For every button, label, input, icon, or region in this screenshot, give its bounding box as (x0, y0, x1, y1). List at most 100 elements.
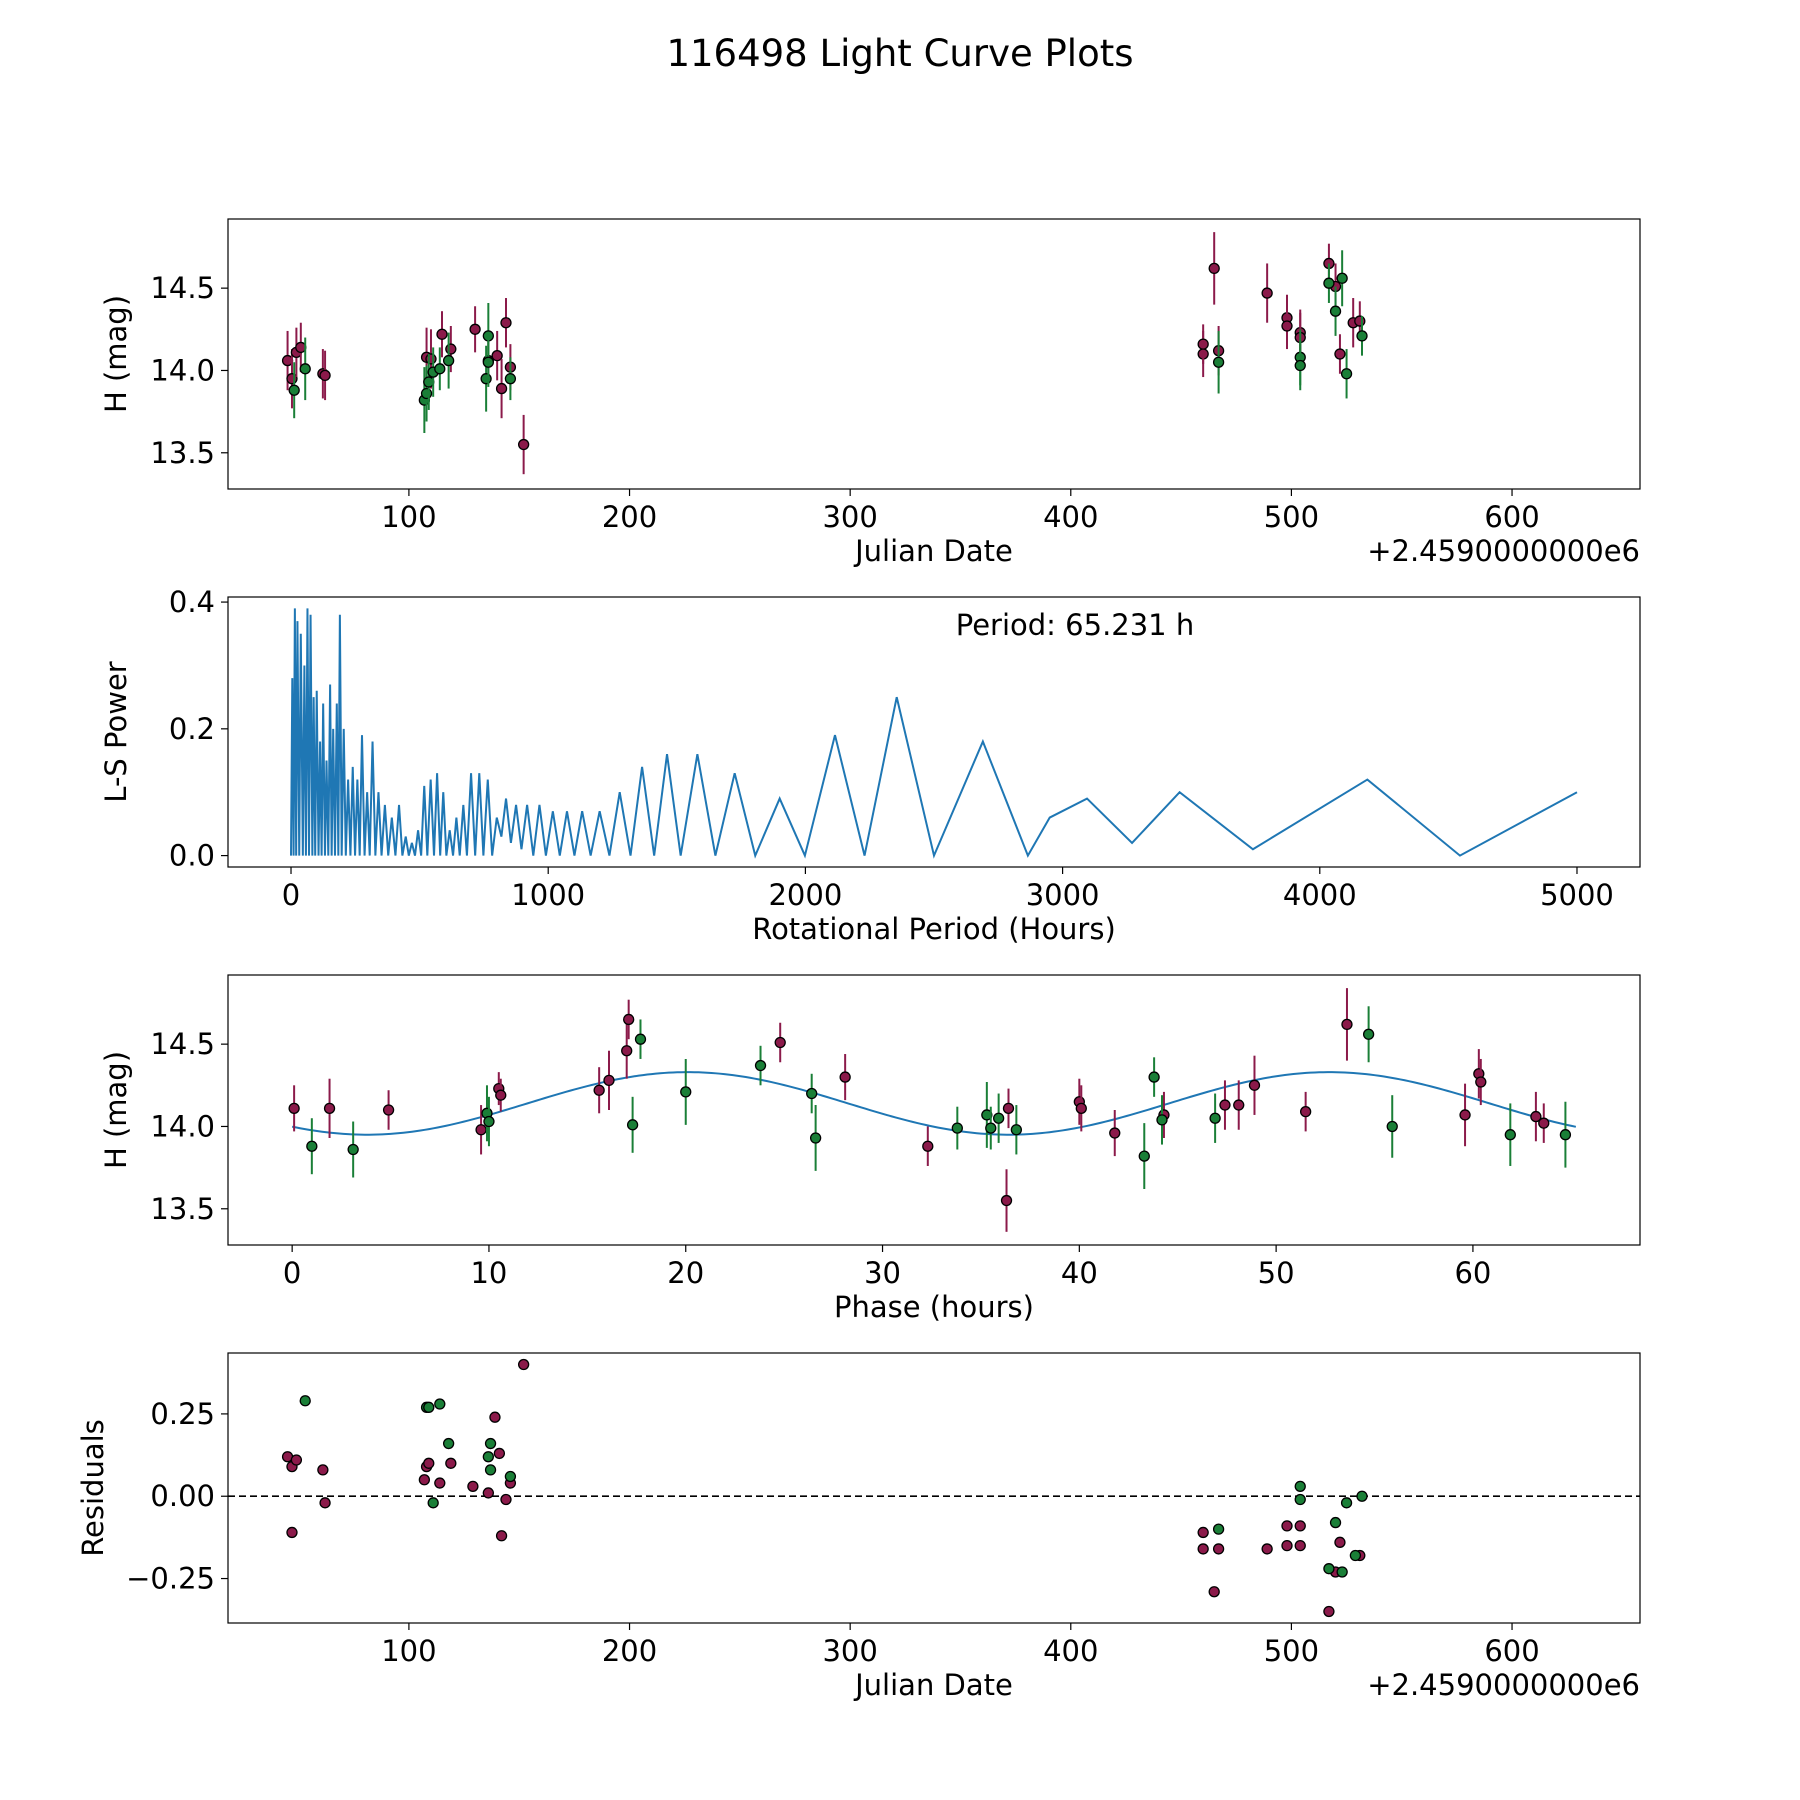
data-point (1336, 1566, 1348, 1578)
data-point (299, 1395, 311, 1407)
x-axis-label: Phase (hours) (834, 1290, 1034, 1324)
data-point (1354, 315, 1366, 327)
data-point (1336, 272, 1348, 284)
period-annotation: Period: 65.231 h (956, 608, 1195, 642)
data-point (495, 1089, 507, 1101)
data-point (1459, 1109, 1471, 1121)
x-tick-label: 200 (602, 1634, 657, 1668)
x-tick-label: 500 (1264, 1634, 1319, 1668)
data-point (1212, 1543, 1225, 1555)
data-point (1261, 1543, 1273, 1555)
axes-frame (227, 596, 1641, 868)
series-purple (288, 988, 1550, 1232)
data-point (418, 1474, 431, 1486)
data-point (951, 1122, 963, 1134)
y-tick-label: 0.0 (169, 839, 215, 873)
data-point (1075, 1102, 1087, 1115)
data-point (1000, 1194, 1013, 1207)
data-point (1349, 1549, 1362, 1562)
data-point (603, 1074, 615, 1087)
data-point (504, 373, 517, 385)
y-tick-label: 0.4 (169, 585, 215, 619)
data-point (480, 373, 492, 385)
data-point (1294, 1539, 1306, 1552)
x-tick-label: 4000 (1283, 878, 1357, 912)
data-point (504, 1470, 517, 1483)
data-point (288, 1102, 300, 1115)
data-point (489, 1411, 501, 1423)
data-point (288, 384, 300, 396)
data-point (1197, 338, 1209, 350)
data-point (1261, 287, 1273, 299)
data-point (1209, 1112, 1221, 1124)
data-point (1362, 1028, 1375, 1040)
data-point (442, 354, 455, 367)
data-point (482, 356, 494, 368)
data-point (839, 1071, 851, 1083)
data-point (434, 1477, 446, 1489)
data-point (1299, 1105, 1312, 1118)
data-point (1219, 1099, 1231, 1111)
data-point (382, 1104, 395, 1116)
figure-title: 116498 Light Curve Plots (666, 32, 1133, 75)
x-tick-label: 0 (283, 1256, 301, 1290)
plot-area (228, 1358, 1640, 1618)
periodogram-line (290, 608, 1578, 859)
data-point (323, 1102, 336, 1115)
data-point (1386, 1120, 1398, 1133)
data-point (1148, 1071, 1160, 1083)
data-point (754, 1059, 767, 1072)
y-tick-label: 14.5 (150, 1027, 215, 1061)
data-point (434, 1398, 446, 1410)
data-point (774, 1036, 786, 1049)
data-point (1197, 1526, 1209, 1539)
data-point (680, 1086, 692, 1098)
series-green (299, 1395, 1368, 1578)
data-point (621, 1045, 633, 1057)
data-point (495, 382, 508, 395)
data-point (1281, 320, 1293, 332)
data-point (922, 1140, 934, 1152)
data-point (500, 317, 512, 329)
x-tick-label: 20 (667, 1256, 704, 1290)
data-point (427, 1497, 439, 1509)
data-point (1002, 1102, 1015, 1115)
data-point (1208, 1586, 1220, 1598)
data-point (1294, 359, 1306, 372)
x-tick-label: 200 (602, 500, 657, 534)
x-tick-label: 2000 (768, 878, 842, 912)
panel-residuals: 100 200 300 400 500 600 −0.25 0.00 0.25 Julian Da… (76, 1352, 1641, 1702)
data-point (623, 1013, 635, 1026)
data-point (347, 1143, 359, 1156)
panel-phase-folded: 0 10 20 30 40 50 60 13.5 14.0 14.5 Phase (hours) H … (99, 974, 1641, 1324)
data-point (491, 349, 503, 362)
x-tick-label: 0 (282, 878, 300, 912)
data-point (1212, 356, 1225, 368)
data-point (317, 1464, 329, 1476)
data-point (1281, 1539, 1293, 1552)
data-point (1010, 1124, 1023, 1136)
x-axis-label: Rotational Period (Hours) (752, 912, 1116, 946)
data-point (1281, 1520, 1293, 1532)
x-tick-label: 10 (470, 1256, 507, 1290)
y-tick-label: 0.00 (150, 1479, 215, 1513)
x-tick-label: 5000 (1540, 878, 1614, 912)
data-point (445, 1457, 457, 1469)
data-point (1530, 1110, 1542, 1123)
data-point (517, 1358, 530, 1371)
panel-periodogram: 0 1000 2000 3000 4000 5000 0.0 0.2 0.4 Rotational… (99, 585, 1641, 946)
y-tick-label: 0.2 (169, 712, 215, 746)
plot-area (281, 232, 1368, 475)
data-point (1341, 1018, 1353, 1031)
data-point (626, 1119, 639, 1131)
data-point (1323, 1563, 1335, 1575)
data-point (1323, 277, 1335, 289)
data-point (1156, 1114, 1168, 1126)
data-point (467, 1480, 479, 1493)
data-point (593, 1084, 605, 1096)
data-point (442, 1437, 455, 1450)
x-tick-label: 600 (1484, 1634, 1539, 1668)
series-purple (281, 232, 1366, 475)
x-axis-label: Julian Date (853, 1668, 1013, 1702)
